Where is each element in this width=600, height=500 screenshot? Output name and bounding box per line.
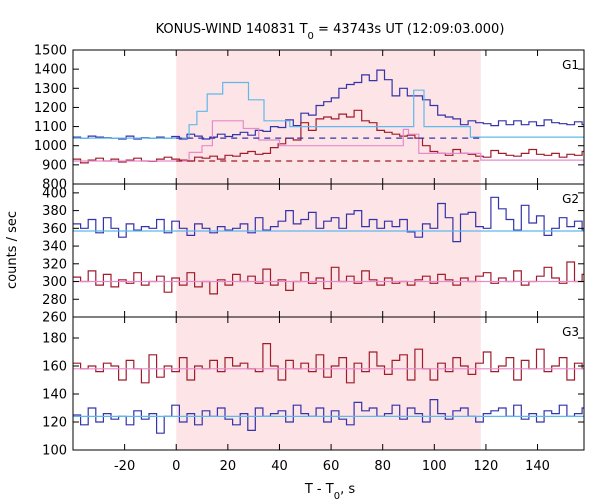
panel-label-g1: G1	[562, 58, 579, 72]
chart-title-prefix: KONUS-WIND 140831 T	[156, 22, 308, 37]
y-axis-title: counts / sec	[5, 211, 20, 289]
x-tick-label: 20	[220, 459, 237, 474]
y-tick-label: 360	[42, 222, 67, 237]
tick-layer: 800900100011001200130014001500G126028030…	[34, 44, 584, 474]
chart-title: KONUS-WIND 140831 T0 = 43743s UT (12:09:…	[156, 22, 505, 42]
panel-frame-g3	[72, 316, 585, 451]
series-g2-blue-0	[73, 196, 584, 243]
x-axis-title-suffix: , s	[340, 482, 355, 497]
x-tick-label: 100	[422, 459, 447, 474]
x-tick-label: 0	[172, 459, 180, 474]
x-tick-label: 60	[323, 459, 340, 474]
y-tick-label: 900	[42, 158, 67, 173]
x-tick-label: 80	[374, 459, 391, 474]
panel-label-g2: G2	[562, 192, 579, 206]
y-tick-label: 180	[42, 332, 67, 347]
series-g1-pink-3	[73, 120, 584, 162]
y-tick-label: 1100	[34, 120, 67, 135]
x-tick-label: 120	[474, 459, 499, 474]
y-tick-label: 320	[42, 257, 67, 272]
chart-title-suffix: = 43743s UT (12:09:03.000)	[314, 22, 504, 37]
y-tick-label: 340	[42, 240, 67, 255]
y-tick-label: 260	[42, 311, 67, 326]
series-g1-cyan-2	[73, 81, 584, 139]
panel-label-g3: G3	[562, 325, 579, 339]
x-tick-label: -20	[114, 459, 135, 474]
series-layer	[73, 69, 584, 434]
series-g3-blue-1	[73, 399, 584, 434]
shaded-interval-g3	[176, 317, 481, 450]
panel-g1-series	[73, 69, 584, 164]
x-axis-title-prefix: T - T	[304, 482, 334, 497]
shaded-interval-g2	[176, 184, 481, 317]
panel-g3-series	[73, 343, 584, 434]
y-tick-label: 140	[42, 388, 67, 403]
series-g3-red-0	[73, 343, 584, 384]
y-tick-label: 1500	[34, 44, 67, 59]
series-g1-blue-0	[73, 69, 584, 140]
shaded-interval-layer	[176, 50, 481, 450]
x-tick-label: 140	[525, 459, 550, 474]
series-g1-red-1	[73, 109, 584, 164]
chart-title-subscript: 0	[308, 31, 314, 42]
y-tick-label: 380	[42, 204, 67, 219]
y-tick-label: 280	[42, 293, 67, 308]
y-tick-label: 1000	[34, 139, 67, 154]
panel-g2-series	[73, 196, 584, 295]
frame-layer	[72, 49, 585, 451]
y-tick-label: 800	[42, 178, 67, 193]
y-tick-label: 300	[42, 275, 67, 290]
y-tick-label: 1400	[34, 63, 67, 78]
x-axis-title: T - T0, s	[304, 482, 355, 500]
y-tick-label: 1200	[34, 101, 67, 116]
x-axis-title-subscript: 0	[334, 491, 340, 500]
y-tick-label: 120	[42, 416, 67, 431]
y-tick-label: 1300	[34, 82, 67, 97]
x-tick-label: 40	[271, 459, 288, 474]
y-tick-label: 160	[42, 360, 67, 375]
series-g2-red-1	[73, 261, 584, 295]
y-tick-label: 400	[42, 186, 67, 201]
y-tick-label: 100	[42, 444, 67, 459]
